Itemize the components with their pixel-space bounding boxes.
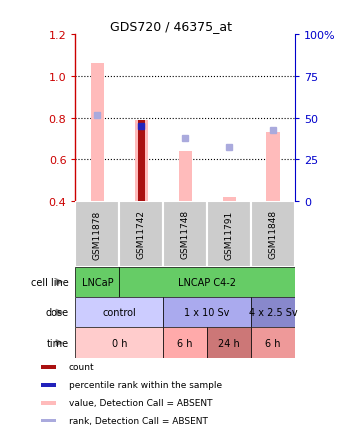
Bar: [41, 365, 56, 369]
Text: rank, Detection Call = ABSENT: rank, Detection Call = ABSENT: [69, 416, 208, 425]
Text: GSM11742: GSM11742: [137, 210, 146, 259]
Bar: [41, 401, 56, 404]
Bar: [163, 297, 251, 328]
Bar: [138, 120, 145, 202]
Text: GSM11878: GSM11878: [93, 210, 102, 259]
Bar: [119, 267, 295, 297]
Text: GSM11791: GSM11791: [225, 210, 234, 259]
Bar: [179, 151, 192, 202]
Bar: [135, 120, 148, 202]
Bar: [251, 297, 295, 328]
Bar: [163, 328, 207, 358]
Bar: [119, 202, 163, 267]
Text: time: time: [46, 338, 69, 348]
Text: 6 h: 6 h: [265, 338, 281, 348]
Text: GSM11748: GSM11748: [181, 210, 190, 259]
Bar: [75, 202, 119, 267]
Text: count: count: [69, 362, 94, 372]
Text: control: control: [103, 308, 136, 317]
Text: GSM11848: GSM11848: [269, 210, 277, 259]
Text: LNCaP: LNCaP: [82, 277, 113, 287]
Text: 4 x 2.5 Sv: 4 x 2.5 Sv: [249, 308, 297, 317]
Text: 6 h: 6 h: [177, 338, 193, 348]
Bar: [207, 202, 251, 267]
Bar: [91, 64, 104, 202]
Bar: [163, 202, 207, 267]
Text: percentile rank within the sample: percentile rank within the sample: [69, 381, 222, 389]
Bar: [41, 419, 56, 422]
Bar: [207, 328, 251, 358]
Bar: [251, 202, 295, 267]
Text: dose: dose: [46, 308, 69, 317]
Text: GDS720 / 46375_at: GDS720 / 46375_at: [110, 20, 233, 33]
Bar: [251, 328, 295, 358]
Bar: [75, 297, 163, 328]
Bar: [267, 133, 280, 202]
Bar: [75, 328, 163, 358]
Text: LNCAP C4-2: LNCAP C4-2: [178, 277, 236, 287]
Text: 0 h: 0 h: [111, 338, 127, 348]
Text: 24 h: 24 h: [218, 338, 240, 348]
Text: cell line: cell line: [31, 277, 69, 287]
Bar: [223, 197, 236, 202]
Text: value, Detection Call = ABSENT: value, Detection Call = ABSENT: [69, 398, 212, 407]
Text: 1 x 10 Sv: 1 x 10 Sv: [185, 308, 230, 317]
Bar: [75, 267, 119, 297]
Bar: [41, 383, 56, 387]
